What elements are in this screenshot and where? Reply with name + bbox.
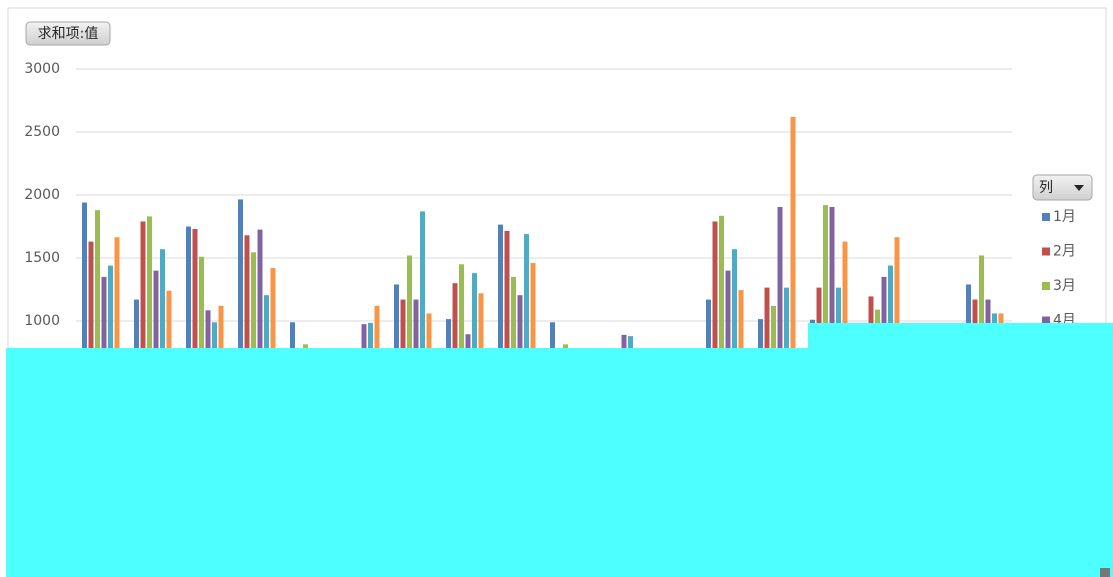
column-field-label: 列	[1039, 180, 1053, 196]
legend-label: 2月	[1053, 244, 1076, 260]
bar	[719, 215, 724, 447]
bar	[524, 234, 529, 447]
y-tick-label: 2500	[24, 124, 60, 140]
bar	[140, 221, 146, 447]
column-field-button[interactable]	[1032, 174, 1093, 201]
y-tick-label: 1000	[24, 313, 60, 329]
legend-label: 1月	[1053, 209, 1076, 225]
bar	[186, 226, 191, 447]
value-field-button[interactable]	[25, 21, 111, 46]
value-field-label: 求和项:值	[38, 26, 99, 42]
bar	[420, 211, 425, 447]
bar	[777, 206, 783, 447]
cover	[6, 348, 809, 577]
legend-swatch	[1042, 247, 1050, 256]
corner-mark	[1100, 568, 1110, 577]
bar	[95, 210, 100, 447]
bar	[790, 116, 796, 447]
bar	[147, 216, 152, 447]
cover	[808, 323, 1113, 577]
bar	[82, 202, 87, 447]
y-tick-label: 3000	[24, 61, 60, 77]
dropdown-arrow[interactable]	[1074, 185, 1084, 191]
bar	[257, 229, 263, 447]
bar	[192, 229, 198, 447]
bar	[244, 235, 250, 447]
y-tick-label: 2000	[24, 187, 60, 203]
legend-swatch	[1042, 282, 1050, 290]
legend-label: 3月	[1053, 278, 1076, 294]
bar	[88, 241, 94, 447]
legend-swatch	[1042, 213, 1050, 221]
bar	[712, 221, 718, 447]
bar	[114, 237, 120, 447]
bar	[498, 224, 503, 447]
bar	[238, 199, 243, 447]
bar	[504, 230, 510, 447]
legend-swatch	[1042, 316, 1050, 325]
y-tick-label: 1500	[24, 250, 60, 266]
